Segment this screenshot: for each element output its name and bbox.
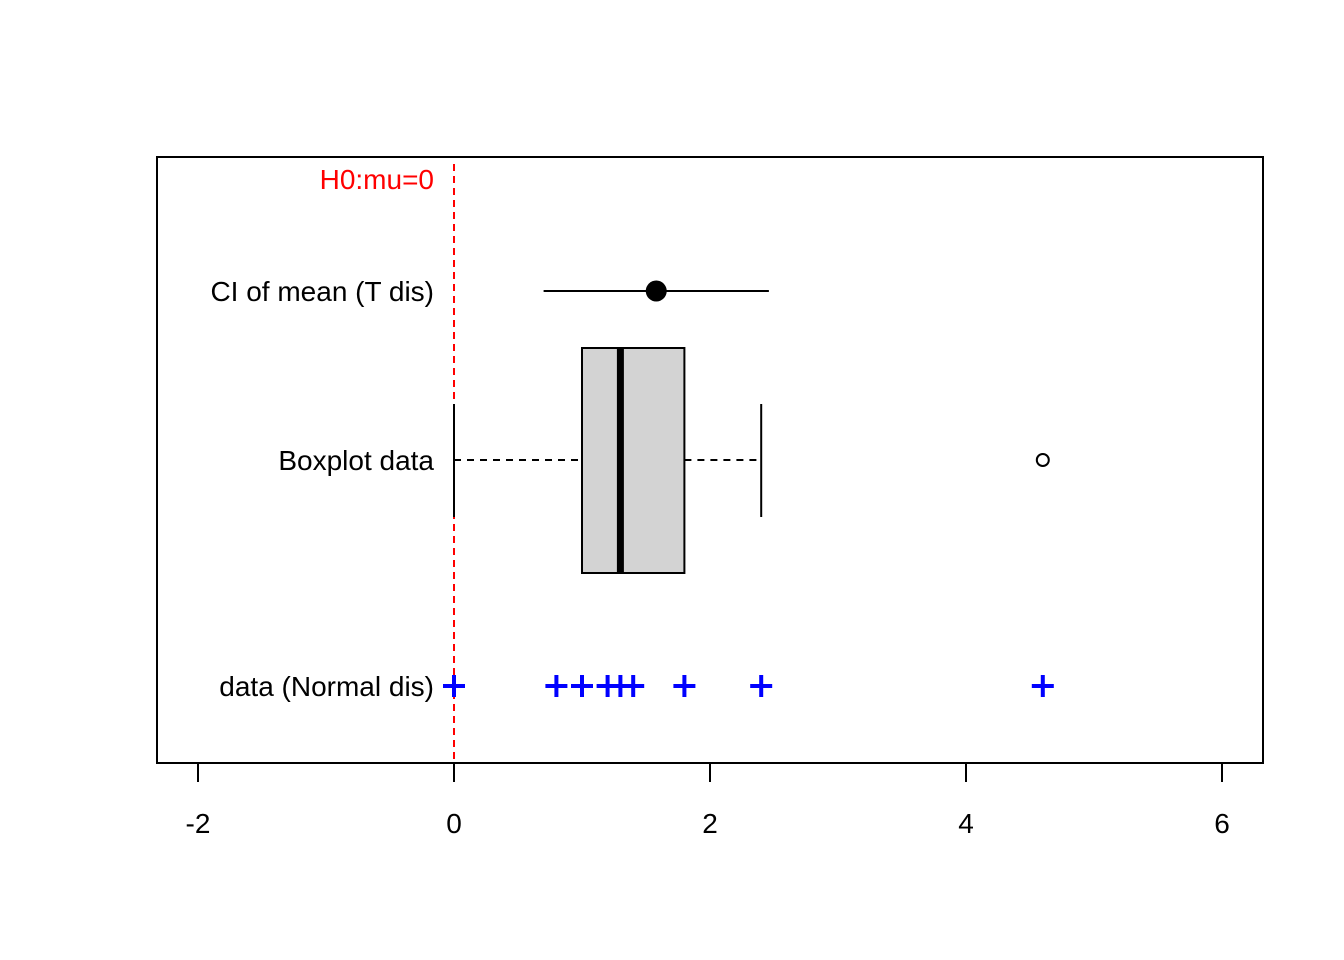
x-tick-label: 0 xyxy=(446,808,462,839)
data-point xyxy=(1031,675,1054,697)
x-tick-label: 6 xyxy=(1214,808,1230,839)
row-labels: H0:mu=0 CI of mean (T dis) Boxplot data … xyxy=(210,164,434,702)
data-point xyxy=(622,675,645,697)
chart-marks xyxy=(443,164,1054,763)
boxplot-label: Boxplot data xyxy=(278,445,434,476)
ci-label: CI of mean (T dis) xyxy=(210,276,434,307)
x-axis: -2 0 2 4 6 xyxy=(186,762,1230,839)
x-tick-label: 2 xyxy=(702,808,718,839)
data-point xyxy=(673,675,696,697)
data-point xyxy=(750,675,773,697)
data-point xyxy=(545,675,568,697)
data-point xyxy=(443,675,465,697)
boxplot-outlier xyxy=(1035,453,1050,467)
x-tick-label: 4 xyxy=(958,808,974,839)
ci-mean-point xyxy=(645,280,667,302)
h0-label: H0:mu=0 xyxy=(320,164,434,195)
data-point xyxy=(571,675,593,697)
data-label: data (Normal dis) xyxy=(219,671,434,702)
boxplot-box xyxy=(581,347,686,574)
x-tick-label: -2 xyxy=(186,808,211,839)
